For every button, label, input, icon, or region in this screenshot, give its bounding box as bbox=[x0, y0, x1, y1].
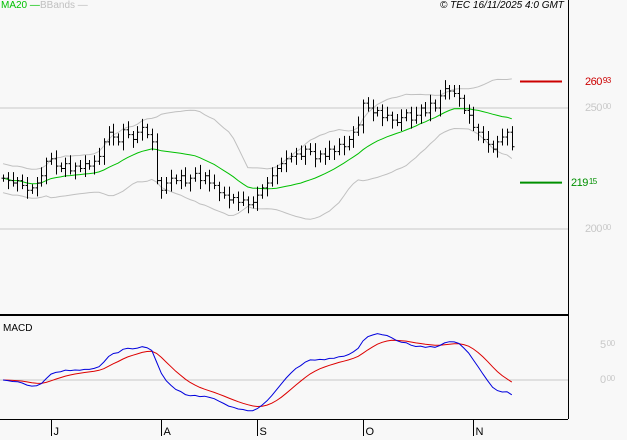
price-level-label: 26093 bbox=[585, 76, 611, 88]
level-int: 260 bbox=[585, 75, 602, 88]
macd-line bbox=[2, 333, 513, 412]
level-dec: 93 bbox=[602, 75, 611, 85]
macd-tick-label: 500 bbox=[600, 339, 615, 351]
copyright: © TEC 16/11/2025 4:0 GMT bbox=[440, 0, 564, 11]
ma20-line bbox=[2, 108, 512, 190]
month-label: O bbox=[365, 426, 375, 438]
tick-dec: 00 bbox=[602, 102, 611, 111]
macd-title: MACD bbox=[3, 323, 33, 334]
month-label: A bbox=[163, 426, 171, 438]
month-label: S bbox=[259, 426, 267, 438]
legend-bbands: BBands — bbox=[40, 0, 88, 11]
month-label: J bbox=[53, 426, 60, 438]
level-int: 219 bbox=[571, 176, 588, 189]
price-tick-label: 20000 bbox=[585, 223, 611, 235]
tick-int: 5 bbox=[600, 339, 606, 351]
bband-upper bbox=[2, 78, 512, 170]
legend-ma20: MA20 — bbox=[1, 0, 40, 11]
tick-int: 0 bbox=[600, 374, 606, 386]
price-level-label: 21915 bbox=[571, 177, 597, 189]
tick-dec: 00 bbox=[602, 223, 611, 232]
tick-dec: 00 bbox=[606, 339, 615, 348]
tick-dec: 00 bbox=[606, 374, 615, 383]
tick-int: 250 bbox=[585, 102, 602, 114]
legend-bb-label: BBands bbox=[40, 0, 76, 11]
legend-ma-label: MA20 bbox=[1, 0, 28, 11]
price-tick-label: 25000 bbox=[585, 102, 611, 114]
level-dec: 15 bbox=[588, 176, 597, 186]
macd-tick-label: 000 bbox=[600, 374, 615, 386]
tick-int: 200 bbox=[585, 223, 602, 235]
month-label: N bbox=[475, 426, 484, 438]
macd-signal-line bbox=[2, 339, 513, 408]
